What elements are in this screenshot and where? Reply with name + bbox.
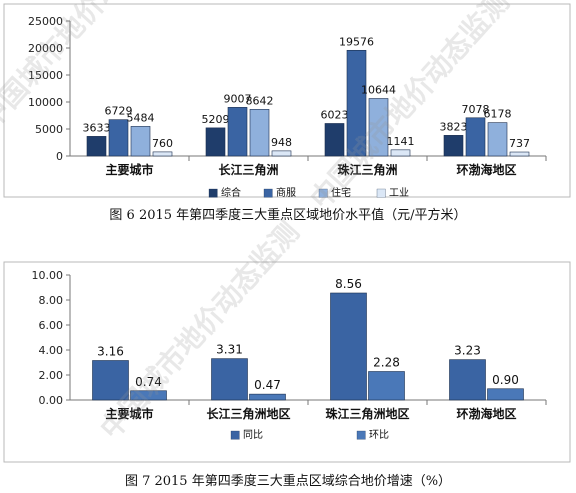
data-label: 6023 (321, 108, 349, 121)
category-label: 长江三角洲 (218, 162, 278, 177)
y-tick-label: 10.00 (32, 269, 64, 282)
bar-住宅 (368, 98, 389, 157)
bar-综合 (443, 135, 464, 157)
data-label: 6178 (484, 108, 512, 121)
bar-住宅 (130, 126, 151, 157)
data-label: 737 (509, 137, 530, 150)
data-label: 6729 (105, 105, 133, 118)
legend-marker: ■ (263, 186, 273, 199)
bar-工业 (509, 151, 530, 157)
data-label: 5484 (127, 111, 155, 124)
bar-综合 (86, 136, 107, 157)
legend-label-综合: 综合 (221, 186, 241, 199)
y-tick-label: 15000 (28, 69, 63, 82)
bar-住宅 (249, 109, 270, 157)
y-tick-label: 10000 (28, 96, 63, 109)
category-label: 长江三角洲地区 (206, 406, 290, 421)
bar-住宅 (487, 122, 508, 157)
chart-frame (3, 3, 571, 198)
category-label: 珠江三角洲 (337, 162, 397, 177)
data-label: 0.74 (135, 375, 162, 389)
data-label: 9007 (224, 92, 252, 105)
figure-7-caption: 图 7 2015 年第四季度三大重点区域综合地价增速（%） (124, 474, 452, 489)
bar-同比 (330, 292, 367, 401)
data-label: 760 (152, 137, 173, 150)
legend-label-环比: 环比 (369, 429, 389, 441)
data-label: 1141 (387, 135, 415, 148)
bar-综合 (205, 127, 226, 157)
data-label: 948 (271, 136, 292, 149)
data-label: 7078 (462, 103, 490, 116)
bar-商服 (465, 117, 486, 157)
category-label: 珠江三角洲地区 (325, 406, 409, 421)
legend-label-住宅: 住宅 (331, 186, 351, 199)
bar-环比 (130, 390, 167, 401)
y-tick-label: 6.00 (39, 319, 64, 332)
bar-环比 (487, 388, 524, 401)
category-label: 环渤海地区 (456, 162, 516, 177)
bar-环比 (368, 371, 405, 401)
y-tick-label: 20000 (28, 42, 63, 55)
data-label: 3.23 (454, 344, 481, 358)
data-label: 0.90 (492, 373, 519, 387)
legend-marker: ■ (318, 186, 328, 199)
data-label: 3823 (440, 120, 468, 133)
bar-工业 (152, 151, 173, 157)
bar-工业 (390, 149, 411, 157)
bar-商服 (227, 107, 248, 157)
y-tick-label: 0 (56, 150, 63, 163)
legend-marker: ■ (208, 186, 218, 199)
bar-同比 (449, 359, 486, 401)
bar-同比 (211, 358, 248, 401)
bar-商服 (346, 49, 367, 157)
data-label: 3.16 (97, 345, 124, 359)
y-tick-label: 5000 (35, 123, 63, 136)
legend-label-商服: 商服 (276, 186, 296, 199)
y-tick-label: 2.00 (39, 369, 64, 382)
figure-6-caption: 图 6 2015 年第四季度三大重点区域地价水平值（元/平方米） (109, 208, 467, 223)
legend-marker: ■ (230, 428, 240, 441)
bar-综合 (324, 123, 345, 157)
data-label: 10644 (361, 84, 396, 97)
data-label: 8.56 (335, 277, 362, 291)
category-label: 主要城市 (105, 406, 153, 421)
y-tick-label: 8.00 (39, 294, 64, 307)
data-label: 8642 (246, 94, 274, 107)
y-tick-label: 4.00 (39, 344, 64, 357)
data-label: 2.28 (373, 356, 400, 370)
y-tick-label: 25000 (28, 15, 63, 28)
data-label: 3633 (83, 121, 111, 134)
data-label: 3.31 (216, 343, 243, 357)
y-tick-label: 0.00 (39, 394, 64, 407)
legend-marker: ■ (376, 186, 386, 199)
legend-label-工业: 工业 (389, 187, 409, 199)
land-price-growth-chart: 0.00 2.00 4.00 6.00 8.00 10.00 3.16 0.74 主要城市 3.3… (3, 261, 571, 463)
bar-环比 (249, 393, 286, 401)
bar-工业 (271, 150, 292, 157)
category-label: 环渤海地区 (456, 406, 516, 421)
category-label: 主要城市 (105, 162, 153, 177)
data-label: 19576 (339, 35, 374, 48)
data-label: 0.47 (254, 378, 281, 392)
legend-label-同比: 同比 (243, 429, 263, 441)
data-label: 5209 (202, 113, 230, 126)
bar-商服 (108, 119, 129, 157)
legend-marker: ■ (356, 428, 366, 441)
bar-同比 (92, 360, 129, 401)
